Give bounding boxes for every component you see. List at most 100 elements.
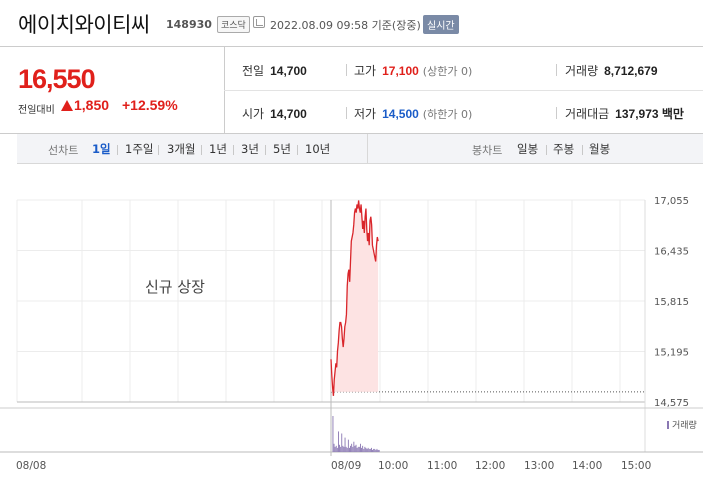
volume-bar bbox=[358, 446, 360, 452]
tab-1year[interactable]: 1년 bbox=[209, 142, 227, 156]
x-tick-label: 14:00 bbox=[572, 460, 602, 472]
volume-bar bbox=[344, 437, 346, 452]
volume-bar bbox=[338, 431, 339, 452]
up-triangle-icon bbox=[61, 100, 73, 111]
realtime-badge[interactable]: 실시간 bbox=[423, 15, 459, 34]
x-tick-label: 12:00 bbox=[475, 460, 505, 472]
volume-bar bbox=[366, 448, 368, 452]
x-tick-label: 08/08 bbox=[16, 460, 46, 472]
volume-label: 거래량 bbox=[565, 64, 599, 78]
volume-bar bbox=[354, 445, 356, 452]
y-tick-label: 17,055 bbox=[654, 196, 689, 207]
volume-bar bbox=[332, 416, 334, 452]
volume-bar bbox=[346, 447, 348, 452]
volume-bar bbox=[351, 443, 353, 452]
volume-bar bbox=[345, 446, 347, 452]
tab-monthly-candle[interactable]: 월봉 bbox=[589, 142, 611, 156]
volume-bar bbox=[368, 448, 370, 452]
x-tick-label: 15:00 bbox=[621, 460, 651, 472]
volume-bar bbox=[361, 447, 362, 452]
volume-bar bbox=[377, 449, 379, 452]
divider bbox=[297, 145, 298, 155]
divider bbox=[158, 145, 159, 155]
as-of-time: 2022.08.09 09:58 기준(장중) bbox=[270, 19, 421, 32]
divider bbox=[224, 90, 703, 91]
volume-bar bbox=[372, 449, 373, 452]
volume-bar bbox=[378, 449, 380, 452]
x-tick-label: 11:00 bbox=[427, 460, 457, 472]
volume-bar bbox=[362, 445, 364, 452]
divider bbox=[367, 134, 368, 164]
y-tick-label: 15,195 bbox=[654, 348, 689, 359]
prev-close-label: 전일 bbox=[242, 64, 265, 78]
volume-bar bbox=[363, 448, 365, 452]
x-tick-label: 13:00 bbox=[524, 460, 554, 472]
open-label: 시가 bbox=[242, 107, 265, 121]
volume-bar bbox=[367, 447, 369, 452]
stock-name: 에이치와이티씨 bbox=[18, 13, 150, 37]
stock-header: 에이치와이티씨 148930 코스닥 2022.08.09 09:58 기준(장… bbox=[0, 0, 703, 46]
tab-3year[interactable]: 3년 bbox=[241, 142, 259, 156]
volume-bar bbox=[333, 443, 335, 452]
tab-3month[interactable]: 3개월 bbox=[167, 142, 196, 156]
open-price: 시가 14,700 bbox=[242, 105, 307, 122]
volume-bar bbox=[339, 444, 340, 452]
stock-code: 148930 bbox=[166, 18, 212, 31]
volume-bar bbox=[334, 446, 336, 452]
prev-close: 전일 14,700 bbox=[242, 62, 307, 79]
volume-bar bbox=[364, 446, 366, 452]
volume-bar bbox=[336, 447, 338, 452]
upper-limit-count: (상한가 0) bbox=[422, 65, 473, 78]
quote-summary: 16,550 전일대비 1,850 +12.59% 전일 14,700 고가 17,… bbox=[0, 46, 703, 135]
volume-bar bbox=[347, 439, 349, 452]
price-chart[interactable]: 17,055 16,435 15,815 15,195 14,575 08/08 08/09… bbox=[0, 180, 703, 477]
tab-1week[interactable]: 1주일 bbox=[125, 142, 154, 156]
prev-close-value: 14,700 bbox=[270, 64, 307, 78]
divider bbox=[233, 145, 234, 155]
change-percent: +12.59% bbox=[122, 97, 178, 113]
divider bbox=[582, 145, 583, 155]
x-tick-label: 08/09 bbox=[331, 460, 361, 472]
price-chart-svg: 17,055 16,435 15,815 15,195 14,575 08/08 08/09… bbox=[0, 196, 703, 472]
clock-icon bbox=[253, 16, 265, 28]
volume: 거래량 8,712,679 bbox=[565, 62, 658, 79]
high-value: 17,100 bbox=[382, 64, 419, 78]
change-label: 전일대비 bbox=[18, 105, 55, 116]
volume-bar bbox=[373, 448, 375, 452]
low-price: 저가 14,500 (하한가 0) bbox=[354, 105, 472, 122]
volume-bar bbox=[376, 448, 378, 452]
candle-chart-label: 봉차트 bbox=[472, 144, 503, 157]
trade-value: 거래대금 137,973 백만 bbox=[565, 105, 684, 122]
y-tick-label: 16,435 bbox=[654, 247, 689, 258]
tab-daily-candle[interactable]: 일봉 bbox=[517, 142, 539, 156]
tab-5year[interactable]: 5년 bbox=[273, 142, 291, 156]
tab-10year[interactable]: 10년 bbox=[305, 142, 331, 156]
new-listing-note: 신규 상장 bbox=[145, 278, 205, 296]
low-value: 14,500 bbox=[382, 107, 419, 121]
divider bbox=[546, 145, 547, 155]
high-label: 고가 bbox=[354, 64, 377, 78]
volume-bar bbox=[374, 448, 376, 452]
divider bbox=[556, 107, 557, 119]
volume-bar bbox=[342, 445, 344, 452]
volume-bar bbox=[369, 448, 371, 452]
chart-tab-bar: 선차트 1일 1주일 3개월 1년 3년 5년 10년 봉차트 일봉 주봉 월봉 bbox=[17, 134, 703, 164]
trade-value-amount: 137,973 백만 bbox=[615, 107, 684, 121]
trade-value-label: 거래대금 bbox=[565, 107, 610, 121]
divider bbox=[346, 107, 347, 119]
volume-bar bbox=[357, 446, 359, 452]
line-chart-label: 선차트 bbox=[48, 144, 79, 157]
divider bbox=[117, 145, 118, 155]
volume-bar bbox=[353, 441, 355, 452]
volume-value: 8,712,679 bbox=[604, 64, 658, 78]
volume-bar bbox=[350, 445, 351, 452]
volume-bar bbox=[365, 447, 367, 452]
current-price: 16,550 bbox=[18, 64, 96, 94]
divider bbox=[556, 64, 557, 76]
lower-limit-count: (하한가 0) bbox=[422, 108, 473, 121]
tab-1day[interactable]: 1일 bbox=[92, 142, 111, 156]
volume-bar bbox=[375, 449, 377, 452]
divider bbox=[265, 145, 266, 155]
tab-weekly-candle[interactable]: 주봉 bbox=[553, 142, 575, 156]
y-tick-label: 14,575 bbox=[654, 398, 689, 409]
